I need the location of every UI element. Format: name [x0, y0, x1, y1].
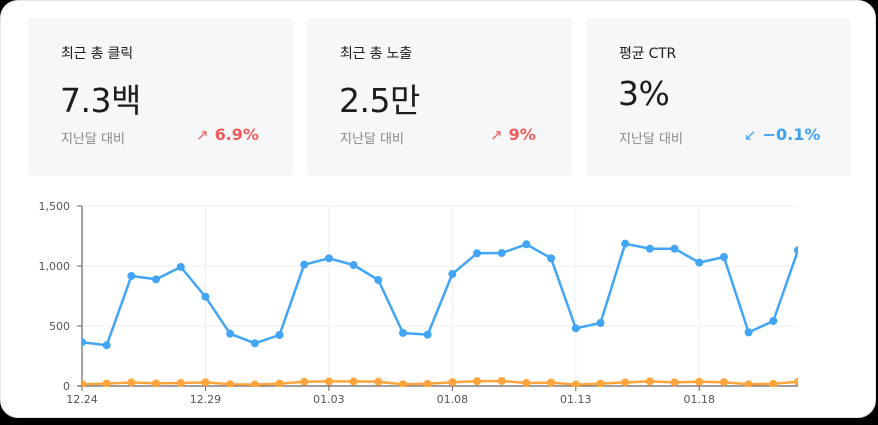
data-point[interactable] [719, 378, 728, 387]
data-point[interactable] [152, 379, 161, 387]
data-point[interactable] [398, 380, 407, 388]
y-tick-label: 1,500 [39, 200, 71, 213]
data-point[interactable] [226, 380, 235, 388]
data-point[interactable] [670, 244, 679, 253]
data-point[interactable] [547, 378, 556, 387]
stat-card-delta-value: −0.1% [762, 125, 821, 144]
stat-card-clicks: 최근 총 클릭 7.3백 지난달 대비 ↗ 6.9% [28, 18, 293, 176]
data-point[interactable] [201, 378, 210, 387]
data-point[interactable] [596, 379, 605, 388]
stat-card-delta-value: 6.9% [214, 125, 259, 144]
data-point[interactable] [423, 379, 432, 388]
data-point[interactable] [695, 258, 704, 267]
stat-card-ctr: 평균 CTR 3% 지난달 대비 ↙ −0.1% [586, 18, 851, 176]
stat-card-value: 7.3백 [60, 81, 141, 120]
stat-card-title: 평균 CTR [619, 46, 677, 62]
x-tick-label: 01.08 [437, 393, 469, 406]
chart-canvas[interactable]: 0 500 1,000 1,500 12.24 12.29 01.03 01.08 01.13 0… [1, 191, 878, 421]
stat-card-delta: ↗ 6.9% [196, 125, 259, 144]
data-point[interactable] [621, 239, 630, 248]
data-point[interactable] [794, 377, 802, 386]
stat-card-delta: ↙ −0.1% [744, 125, 820, 144]
data-point[interactable] [794, 246, 802, 255]
arrow-up-right-icon: ↗ [196, 126, 209, 144]
data-point[interactable] [398, 328, 407, 337]
stat-card-value: 3% [618, 74, 670, 113]
stat-cards: 최근 총 클릭 7.3백 지난달 대비 ↗ 6.9% 최근 총 노출 2.5만 지… [28, 18, 851, 176]
data-point[interactable] [78, 380, 86, 388]
data-point[interactable] [522, 379, 531, 387]
data-point[interactable] [473, 377, 482, 386]
data-point[interactable] [152, 275, 161, 284]
data-point[interactable] [226, 329, 235, 338]
x-tick-label: 01.18 [683, 393, 715, 406]
data-point[interactable] [769, 379, 778, 388]
stat-card-compare-label: 지난달 대비 [619, 132, 683, 147]
data-point[interactable] [448, 270, 457, 279]
data-point[interactable] [744, 380, 753, 388]
x-tick-label: 01.13 [560, 393, 592, 406]
series-path [82, 242, 798, 347]
arrow-up-right-icon: ↗ [490, 126, 503, 144]
data-point[interactable] [522, 240, 531, 249]
x-tick-label: 12.29 [190, 393, 222, 406]
data-point[interactable] [547, 254, 556, 263]
y-tick-label: 1,000 [39, 260, 71, 273]
x-tick-label: 01.03 [313, 393, 345, 406]
data-point[interactable] [497, 376, 506, 385]
data-point[interactable] [571, 324, 580, 333]
y-tick-label: 500 [49, 320, 70, 333]
data-point[interactable] [127, 271, 136, 280]
stat-card-value: 2.5만 [339, 81, 420, 120]
data-point[interactable] [176, 379, 185, 387]
data-point[interactable] [695, 377, 704, 386]
y-tick-label: 0 [63, 380, 70, 393]
data-point[interactable] [300, 377, 309, 386]
data-point[interactable] [201, 292, 210, 301]
data-point[interactable] [374, 377, 383, 386]
data-point[interactable] [571, 380, 580, 389]
data-point[interactable] [275, 331, 284, 339]
series-path [82, 379, 798, 386]
data-point[interactable] [719, 253, 728, 261]
data-point[interactable] [250, 380, 259, 389]
data-point[interactable] [349, 261, 358, 270]
data-point[interactable] [127, 378, 136, 387]
data-point[interactable] [324, 377, 333, 386]
data-point[interactable] [102, 341, 111, 350]
arrow-down-left-icon: ↙ [744, 126, 757, 144]
stat-card-delta-value: 9% [508, 125, 536, 144]
data-point[interactable] [670, 378, 679, 387]
data-point[interactable] [497, 249, 506, 258]
data-point[interactable] [275, 379, 284, 388]
data-point[interactable] [473, 249, 482, 258]
data-point[interactable] [176, 262, 185, 271]
line-chart: 0 500 1,000 1,500 12.24 12.29 01.03 01.08 01.13 0… [1, 191, 878, 421]
data-point[interactable] [645, 377, 654, 386]
data-point[interactable] [324, 254, 333, 263]
data-point[interactable] [769, 316, 778, 325]
data-point[interactable] [78, 338, 86, 347]
data-point[interactable] [645, 244, 654, 253]
stat-card-title: 최근 총 노출 [340, 46, 412, 62]
stat-card-impressions: 최근 총 노출 2.5만 지난달 대비 ↗ 9% [307, 18, 572, 176]
stat-card-delta: ↗ 9% [490, 125, 536, 144]
series-blue-line [78, 239, 802, 350]
data-point[interactable] [374, 276, 383, 285]
data-point[interactable] [300, 260, 309, 269]
data-point[interactable] [250, 339, 259, 348]
data-point[interactable] [596, 319, 605, 327]
data-point[interactable] [423, 330, 432, 339]
stat-card-title: 최근 총 클릭 [61, 46, 133, 62]
data-point[interactable] [744, 328, 753, 337]
data-point[interactable] [102, 379, 111, 388]
stat-card-compare-label: 지난달 대비 [340, 132, 404, 147]
data-point[interactable] [621, 378, 630, 387]
data-point[interactable] [349, 377, 358, 386]
x-tick-label: 12.24 [66, 393, 98, 406]
series-orange-line [78, 376, 802, 389]
data-point[interactable] [448, 378, 457, 387]
stat-card-compare-label: 지난달 대비 [61, 132, 125, 147]
